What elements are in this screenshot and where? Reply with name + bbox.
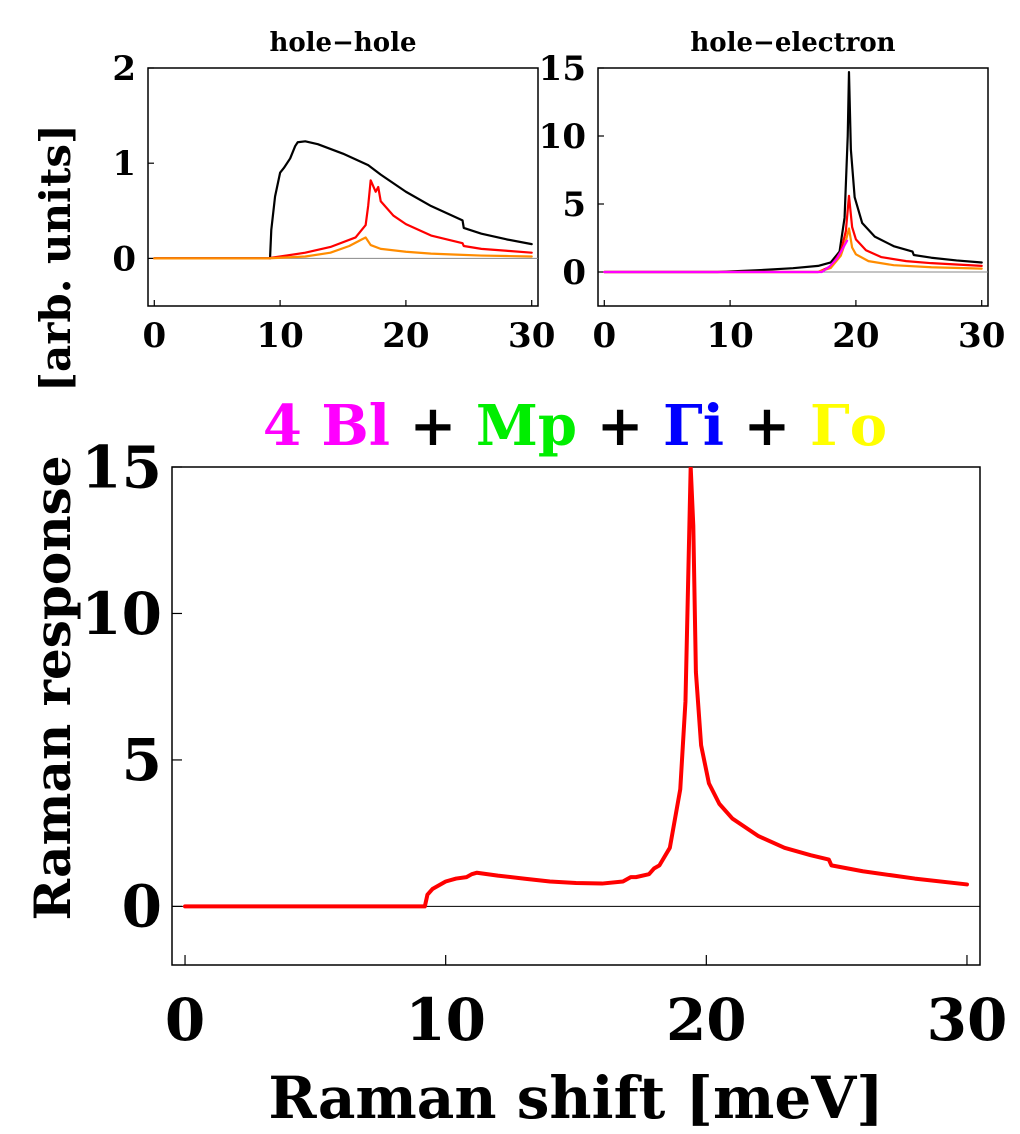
legend-part: Mp	[476, 393, 577, 459]
total-xtick-label: 10	[405, 986, 486, 1054]
total-frame	[171, 466, 981, 966]
hole-electron-panel: hole−electron 0 10 20 30 0 5 10 15	[539, 28, 1006, 356]
hole-hole-ytick-label: 0	[112, 239, 136, 279]
hole-hole-series-black	[153, 140, 533, 260]
total-ytick-label: 15	[81, 433, 162, 501]
hole-electron-ytick-label: 15	[539, 49, 586, 89]
legend-part: +	[577, 393, 663, 459]
hole-electron-xtick-label: 0	[592, 316, 616, 356]
hole-hole-xtick-label: 10	[256, 316, 303, 356]
hole-electron-xtick-label: 20	[832, 316, 879, 356]
total-xtick-label: 30	[927, 986, 1008, 1054]
hole-electron-ytick-label: 0	[562, 253, 586, 293]
hole-electron-series-black	[603, 70, 983, 274]
total-xtick-label: 20	[666, 986, 747, 1054]
total-ytick-label: 10	[81, 580, 162, 648]
hole-electron-ytick-label: 5	[562, 185, 586, 225]
legend-part: Γi	[663, 393, 724, 459]
hole-electron-series-orange	[603, 227, 983, 274]
hole-electron-frame	[597, 67, 989, 307]
hole-hole-xtick-label: 20	[382, 316, 429, 356]
hole-hole-series-red	[153, 179, 533, 260]
hole-hole-title: hole−hole	[269, 28, 416, 58]
total-ytick-label: 5	[122, 726, 162, 794]
hole-electron-xtick-label: 10	[706, 316, 753, 356]
total-response-panel: 0 10 20 30 0 5 10 15	[81, 433, 1007, 1054]
total-series-total	[183, 467, 969, 909]
legend-formula: 4 Bl + Mp + Γi + Γo	[263, 393, 887, 459]
hole-electron-series-red	[603, 194, 983, 274]
total-xtick-label: 0	[165, 986, 205, 1054]
hole-hole-frame	[147, 67, 539, 307]
top-ylabel: [arb. units]	[31, 124, 80, 392]
total-ytick-label: 0	[122, 873, 162, 941]
hole-hole-ytick-label: 1	[112, 144, 136, 184]
legend-part: Γo	[810, 393, 887, 459]
legend-part: +	[390, 393, 476, 459]
hole-hole-series-orange	[153, 236, 533, 260]
hole-electron-title: hole−electron	[690, 28, 895, 58]
hole-electron-series-magenta	[603, 239, 849, 274]
hole-electron-ytick-label: 10	[539, 117, 586, 157]
legend-part: +	[724, 393, 810, 459]
hole-hole-xtick-label: 0	[142, 316, 166, 356]
hole-hole-xtick-label: 30	[508, 316, 555, 356]
hole-hole-ytick-label: 2	[112, 49, 136, 89]
x-axis-label: Raman shift [meV]	[268, 1064, 883, 1132]
hole-electron-xtick-label: 30	[958, 316, 1005, 356]
legend-part: 4 Bl	[263, 393, 390, 459]
bottom-ylabel: Raman response	[23, 455, 82, 920]
hole-hole-panel: hole−hole 0 10 20 30 0 1 2	[112, 28, 555, 356]
